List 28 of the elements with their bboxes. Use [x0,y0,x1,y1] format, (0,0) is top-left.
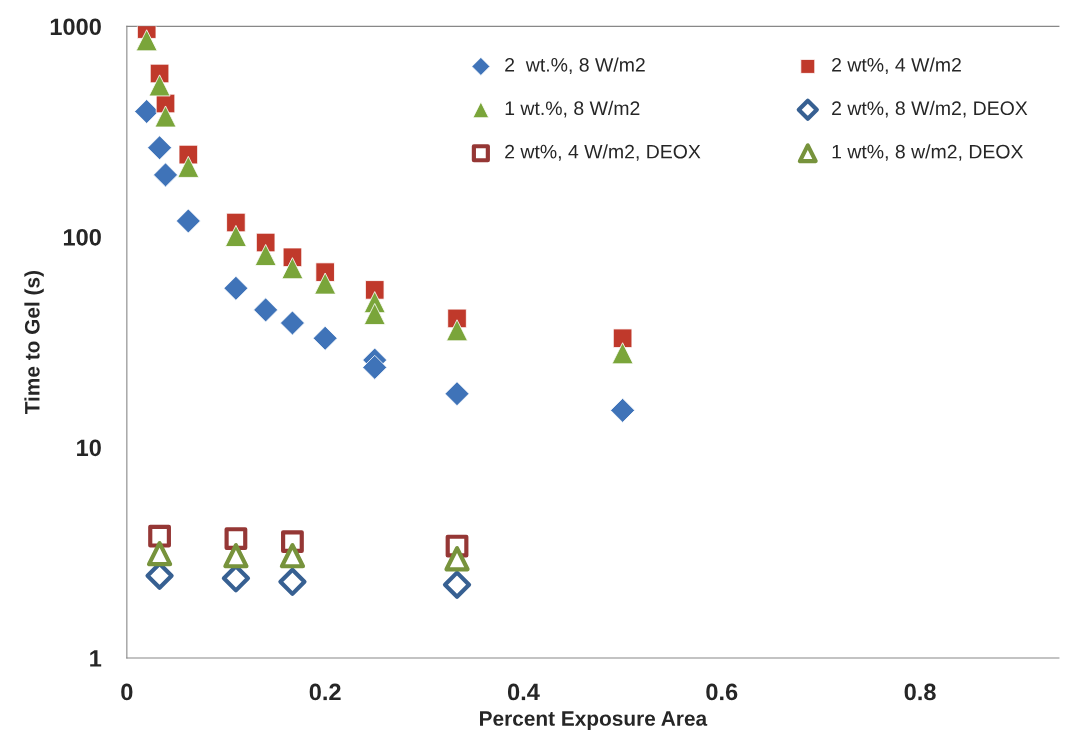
point [146,541,173,567]
y-tick-label: 10 [77,439,101,457]
y-tick-label: 1 [90,650,102,667]
x-tick-label: 0.2 [309,683,341,701]
point [312,325,338,351]
x-axis-title: Percent Exposure Area [480,711,708,730]
legend-label: 2 wt%, 8 W/m2, DEOX [832,100,1028,118]
point [278,567,307,596]
legend-label: 2 wt%, 4 W/m2, DEOX [505,144,701,161]
y-tick-label: 1000 [50,18,101,36]
y-tick-label: 100 [63,228,101,246]
point [224,527,248,551]
y-axis-title: Time to Gel (s) [24,271,44,415]
x-tick-label: 0.6 [706,683,738,701]
x-tick-label: 0.4 [507,683,540,701]
legend-label: 1 wt%, 8 w/m2, DEOX [832,144,1024,161]
point [444,546,470,572]
point [442,570,472,599]
x-tick-label: 0 [121,683,133,701]
legend-label: 1 wt.%, 8 W/m2 [505,100,640,118]
point [444,381,470,407]
legend-label: 2 wt.%, 8 W/m2 [505,57,645,75]
point [279,543,306,569]
point [148,524,171,548]
point [223,543,249,569]
legend-label: 2 wt%, 4 W/m2 [832,57,961,75]
x-tick-label: 0.8 [904,683,936,701]
point [147,135,173,161]
